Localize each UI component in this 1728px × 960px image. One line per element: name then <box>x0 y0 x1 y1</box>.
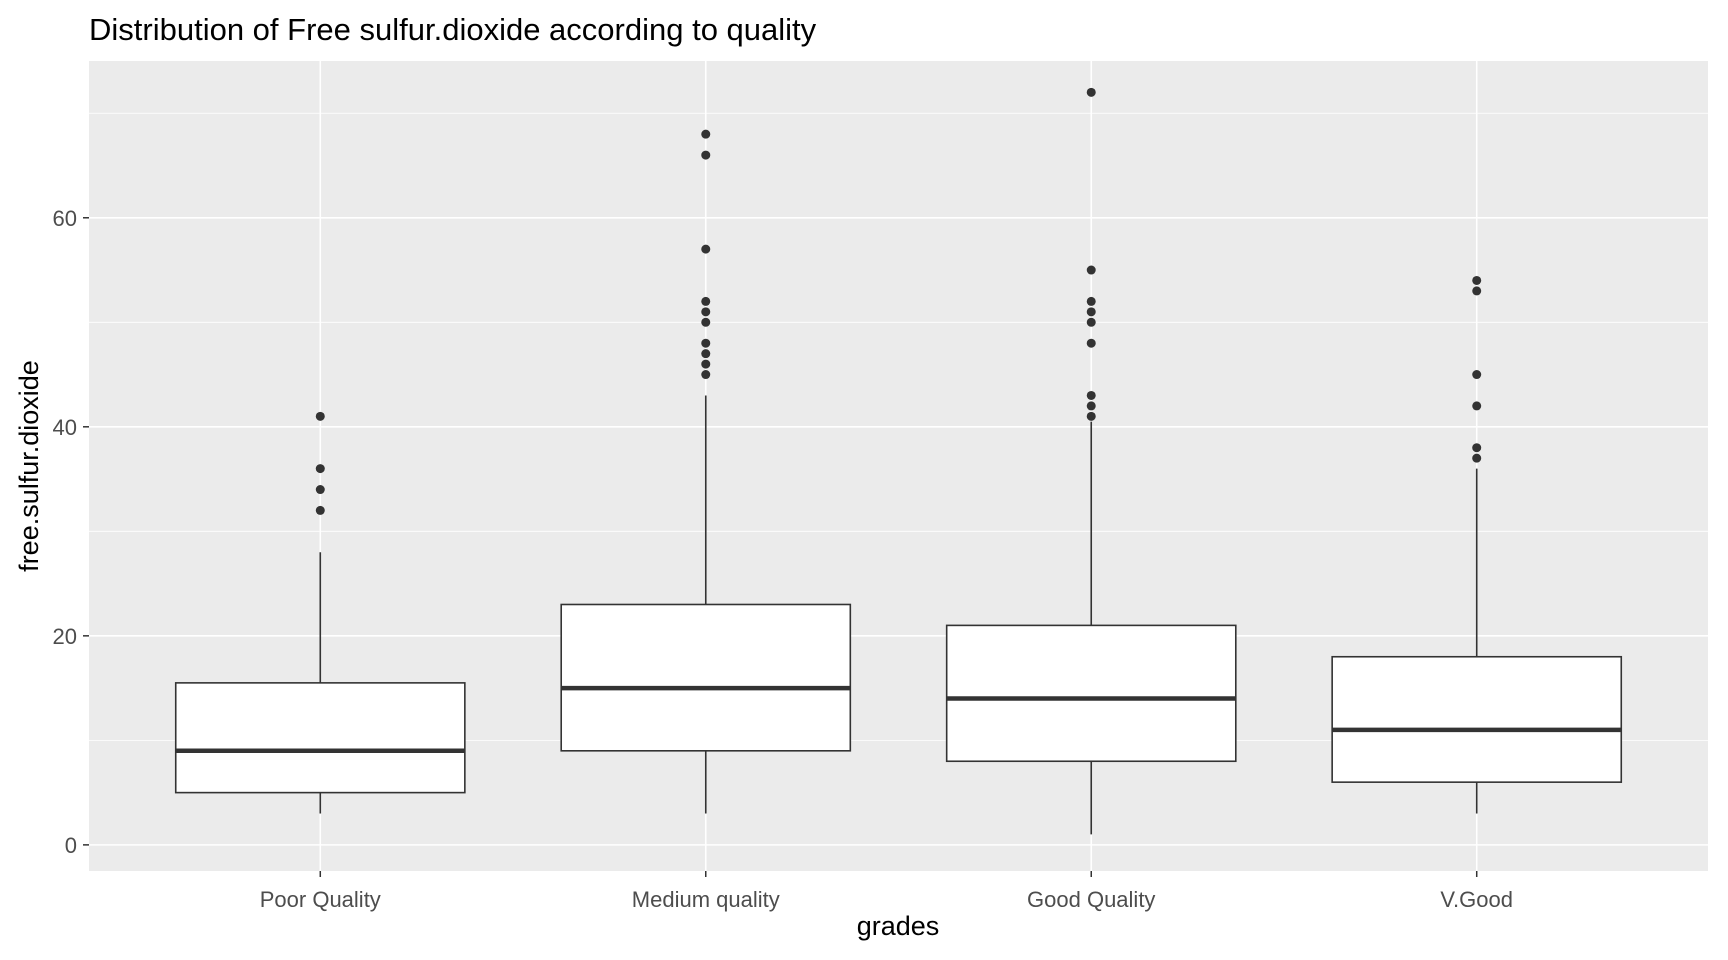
chart-title: Distribution of Free sulfur.dioxide acco… <box>89 12 817 47</box>
y-tick-label: 40 <box>53 415 77 440</box>
y-tick-label: 0 <box>65 833 77 858</box>
outlier-point <box>1086 265 1096 275</box>
outlier-point <box>701 129 711 139</box>
outlier-point <box>1086 307 1096 317</box>
x-axis: Poor Quality Medium quality Good Quality V.… <box>260 871 1513 912</box>
box-group <box>945 87 1237 835</box>
iqr-box <box>560 603 852 752</box>
outlier-point <box>1086 296 1096 306</box>
outlier-point <box>1472 443 1482 453</box>
outlier-point <box>701 349 711 359</box>
iqr-box <box>945 624 1237 763</box>
x-tick-label: Medium quality <box>632 887 780 912</box>
iqr-box <box>1331 655 1623 783</box>
outlier-point <box>315 485 325 495</box>
x-tick-label: Poor Quality <box>260 887 381 912</box>
outlier-point <box>1086 317 1096 327</box>
outlier-point <box>315 505 325 515</box>
outlier-point <box>701 317 711 327</box>
outlier-point <box>701 359 711 369</box>
x-tick-label: Good Quality <box>1027 887 1155 912</box>
y-axis-title: free.sulfur.dioxide <box>14 360 44 572</box>
outlier-point <box>701 370 711 380</box>
outlier-point <box>1086 390 1096 400</box>
y-tick-label: 20 <box>53 624 77 649</box>
outlier-point <box>1472 275 1482 285</box>
outlier-point <box>1086 411 1096 421</box>
outlier-point <box>701 307 711 317</box>
box-group <box>174 411 466 814</box>
x-axis-title: grades <box>857 911 940 941</box>
boxes-layer <box>174 87 1623 835</box>
outlier-point <box>1472 286 1482 296</box>
outlier-point <box>1472 401 1482 411</box>
iqr-box <box>174 682 466 794</box>
outlier-point <box>701 338 711 348</box>
outlier-point <box>1472 370 1482 380</box>
box-group <box>560 129 852 814</box>
outlier-point <box>315 411 325 421</box>
outlier-point <box>1086 87 1096 97</box>
y-axis: 0 20 40 60 <box>53 206 89 858</box>
x-tick-label: V.Good <box>1440 887 1513 912</box>
outlier-point <box>1472 453 1482 463</box>
outlier-point <box>701 296 711 306</box>
y-tick-label: 60 <box>53 206 77 231</box>
outlier-point <box>701 150 711 160</box>
outlier-point <box>701 244 711 254</box>
outlier-point <box>315 464 325 474</box>
outlier-point <box>1086 338 1096 348</box>
box-group <box>1331 275 1623 814</box>
outlier-point <box>1086 401 1096 411</box>
